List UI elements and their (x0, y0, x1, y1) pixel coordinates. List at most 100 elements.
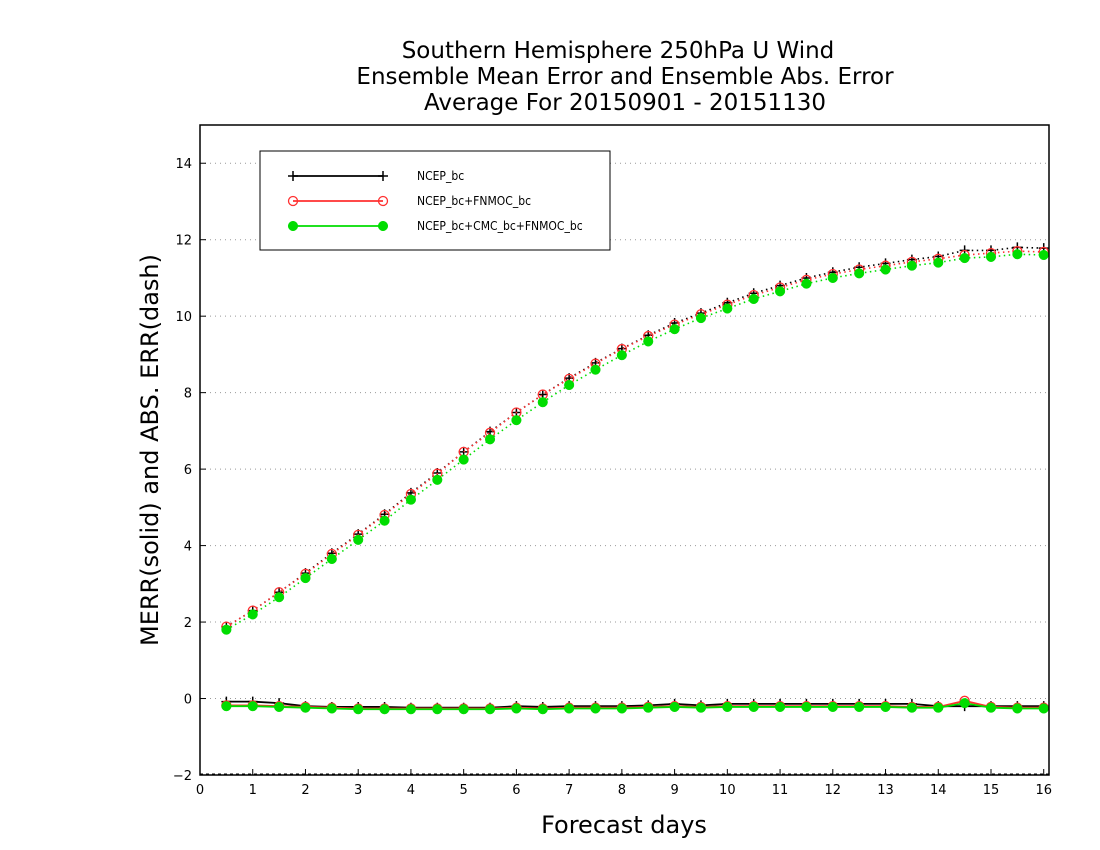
mean-err-point (959, 698, 970, 709)
mean-err-point (274, 701, 285, 712)
mean-err-point (643, 702, 654, 713)
mean-err-point (432, 704, 443, 715)
abs-err-line-1 (225, 250, 1044, 628)
series-0 (221, 242, 1049, 713)
chart-title-line-2: Ensemble Mean Error and Ensemble Abs. Er… (356, 64, 894, 90)
abs-err-point (247, 609, 258, 620)
abs-err-point (854, 268, 865, 279)
abs-err-point (827, 272, 838, 283)
abs-err-point (405, 494, 416, 505)
y-tick-label: 4 (184, 540, 192, 555)
mean-err-point (405, 704, 416, 715)
abs-err-point (432, 474, 443, 485)
abs-err-point (906, 260, 917, 271)
abs-err-point (221, 624, 232, 635)
abs-err-point (537, 397, 548, 408)
mean-err-point (484, 704, 496, 715)
mean-err-point (247, 701, 258, 712)
abs-err-point (511, 415, 522, 426)
y-tick-label: 2 (184, 616, 192, 631)
mean-err-point (326, 703, 337, 714)
x-tick-label: 10 (719, 783, 736, 798)
abs-err-point (748, 293, 759, 305)
mean-err-point (300, 702, 311, 713)
abs-err-point (1038, 249, 1049, 261)
legend-marker (287, 195, 299, 207)
mean-err-point (695, 702, 707, 713)
x-tick-label: 9 (670, 783, 678, 798)
mean-err-point (221, 701, 232, 712)
x-tick-label: 4 (407, 783, 415, 798)
mean-err-point (564, 703, 575, 714)
legend-marker (377, 195, 389, 207)
mean-err-point (616, 703, 627, 714)
mean-err-point (985, 702, 997, 713)
mean-err-point (775, 701, 786, 712)
abs-err-line-2 (225, 253, 1044, 631)
abs-err-point (616, 350, 627, 361)
abs-err-point (274, 592, 285, 603)
y-tick-label: 12 (175, 234, 192, 249)
plot-frame (199, 124, 1050, 776)
x-tick-label: 8 (618, 783, 626, 798)
abs-err-point (1012, 249, 1023, 260)
legend-label-0: NCEP_bc (417, 169, 464, 183)
mean-err-point (1038, 703, 1049, 714)
chart-title-line-1: Southern Hemisphere 250hPa U Wind (402, 38, 835, 64)
legend-marker (287, 220, 299, 232)
mean-err-point (537, 704, 548, 715)
mean-err-point (379, 704, 390, 715)
abs-err-point (669, 324, 680, 335)
abs-err-point (722, 303, 733, 314)
mean-err-point (854, 701, 865, 712)
y-tick-label: 14 (175, 157, 192, 172)
mean-err-point (458, 704, 469, 715)
y-tick-label: 8 (184, 387, 192, 402)
abs-err-point (775, 286, 786, 297)
x-tick-label: 3 (354, 783, 362, 798)
chart-title-line-3: Average For 20150901 - 20151130 (424, 90, 826, 116)
series-layer (221, 242, 1049, 715)
x-tick-label: 1 (249, 783, 257, 798)
x-tick-label: 13 (877, 783, 894, 798)
legend-marker (288, 171, 298, 181)
y-tick-label: −2 (173, 769, 192, 784)
abs-err-point (458, 454, 469, 465)
abs-err-point (564, 379, 575, 391)
y-axis-label: MERR(solid) and ABS. ERR(dash) (136, 254, 164, 646)
abs-err-point (484, 434, 496, 445)
legend-label-2: NCEP_bc+CMC_bc+FNMOC_bc (417, 219, 583, 233)
mean-err-point (722, 701, 733, 712)
abs-err-point (300, 573, 311, 584)
abs-err-point (959, 253, 970, 264)
x-tick-label: 14 (930, 783, 947, 798)
x-axis-label: Forecast days (541, 811, 707, 839)
abs-err-point (353, 534, 364, 545)
abs-err-point (933, 257, 944, 268)
abs-err-point (643, 336, 654, 347)
x-tick-label: 16 (1035, 783, 1052, 798)
x-tick-label: 11 (772, 783, 789, 798)
mean-err-point (590, 703, 601, 714)
abs-err-point (801, 278, 812, 289)
abs-err-point (379, 515, 390, 526)
legend: NCEP_bc NCEP_bc+FNMOC_bc NCEP_bc+CMC_bc+FN… (259, 150, 611, 251)
series-2 (221, 249, 1049, 715)
mean-err-point (353, 704, 364, 715)
x-tick-label: 5 (460, 783, 468, 798)
mean-err-point (906, 702, 917, 713)
grid (200, 162, 1049, 775)
mean-err-point (669, 701, 680, 712)
abs-err-point (880, 264, 891, 275)
y-tick-label: 10 (175, 310, 192, 325)
mean-err-point (880, 701, 891, 712)
x-tick-label: 12 (825, 783, 842, 798)
y-tick-label: 0 (184, 693, 192, 708)
legend-marker (378, 171, 388, 181)
abs-err-point (985, 251, 997, 262)
mean-err-point (748, 701, 759, 712)
legend-label-1: NCEP_bc+FNMOC_bc (417, 194, 531, 208)
x-tick-label: 7 (565, 783, 573, 798)
abs-err-point (590, 364, 601, 375)
